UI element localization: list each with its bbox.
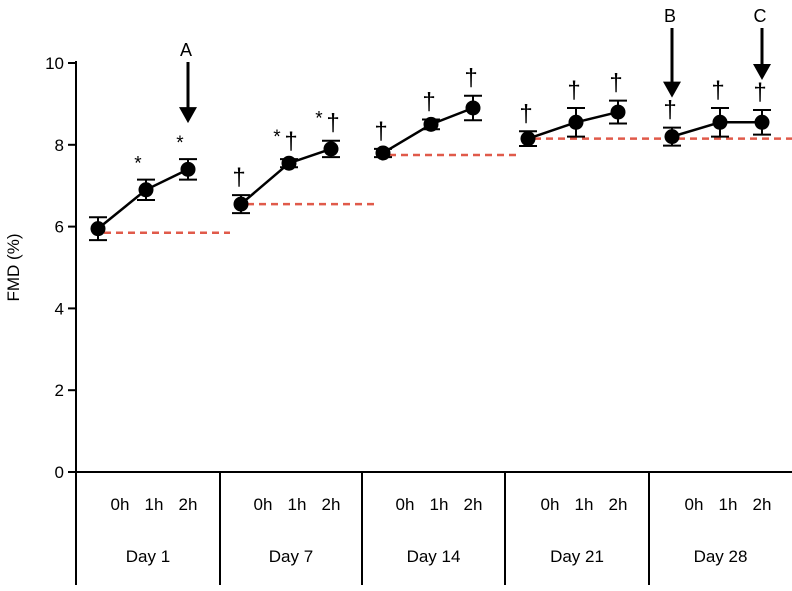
annotation-arrow-head	[179, 107, 197, 124]
hour-label: 1h	[575, 495, 594, 514]
y-tick-label: 2	[55, 381, 64, 400]
hour-label: 1h	[430, 495, 449, 514]
series-line	[97, 168, 189, 230]
significance-dagger: †	[663, 97, 676, 124]
annotation-arrow-head	[663, 81, 681, 98]
hour-label: 0h	[254, 495, 273, 514]
hour-label: 2h	[464, 495, 483, 514]
significance-dagger: †	[567, 77, 580, 104]
y-tick-label: 0	[55, 463, 64, 482]
data-point	[90, 221, 106, 237]
data-point	[664, 129, 680, 145]
data-point	[281, 155, 297, 171]
y-tick-label: 8	[55, 136, 64, 155]
hour-label: 2h	[322, 495, 341, 514]
hour-label: 2h	[753, 495, 772, 514]
data-point	[323, 141, 339, 157]
day-label: Day 7	[269, 547, 313, 566]
y-tick-label: 6	[55, 218, 64, 237]
hour-label: 1h	[145, 495, 164, 514]
data-point	[568, 114, 584, 130]
hour-label: 0h	[685, 495, 704, 514]
hour-label: 0h	[396, 495, 415, 514]
significance-dagger: †	[326, 110, 339, 137]
significance-star: *	[273, 127, 281, 148]
data-point	[465, 100, 481, 116]
hour-label: 2h	[179, 495, 198, 514]
annotation-arrow-head	[753, 64, 771, 81]
y-tick-label: 10	[45, 54, 64, 73]
significance-star: *	[134, 154, 142, 175]
hour-label: 2h	[609, 495, 628, 514]
data-point	[423, 116, 439, 132]
hour-label: 0h	[541, 495, 560, 514]
day-label: Day 21	[550, 547, 604, 566]
arrow-label: B	[664, 6, 676, 26]
significance-dagger: †	[519, 100, 532, 127]
y-axis-title: FMD (%)	[4, 234, 23, 302]
significance-dagger: †	[753, 79, 766, 106]
data-point	[610, 104, 626, 120]
day-label: Day 1	[126, 547, 170, 566]
significance-star: *	[315, 109, 323, 130]
hour-label: 1h	[288, 495, 307, 514]
arrow-label: A	[180, 40, 192, 60]
significance-dagger: †	[609, 70, 622, 97]
day-label: Day 14	[407, 547, 461, 566]
arrow-label: C	[754, 6, 767, 26]
significance-dagger: †	[374, 118, 387, 145]
day-label: Day 28	[694, 547, 748, 566]
significance-star: *	[176, 133, 184, 154]
significance-dagger: †	[232, 164, 245, 191]
significance-dagger: †	[422, 88, 435, 115]
hour-label: 0h	[111, 495, 130, 514]
significance-dagger: †	[711, 77, 724, 104]
data-point	[520, 131, 536, 147]
hour-label: 1h	[719, 495, 738, 514]
data-point	[138, 182, 154, 198]
data-point	[712, 114, 728, 130]
data-point	[180, 161, 196, 177]
y-tick-label: 4	[55, 299, 64, 318]
data-point	[754, 114, 770, 130]
data-point	[233, 196, 249, 212]
significance-dagger: †	[464, 65, 477, 92]
significance-dagger: †	[284, 128, 297, 155]
data-point	[375, 145, 391, 161]
